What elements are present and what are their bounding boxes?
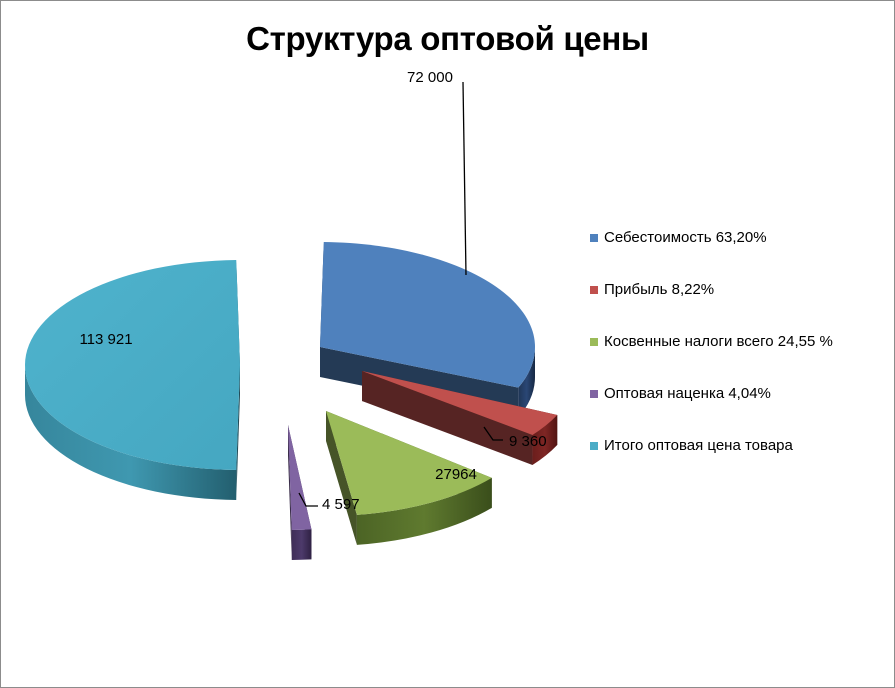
legend-swatch-0 [590,234,598,242]
pie-slice-2 [326,411,492,545]
pie-slice-1 [362,371,558,465]
data-label-2: 27964 [435,466,477,483]
legend-swatch-1 [590,286,598,294]
legend-label-0: Себестоимость 63,20% [604,229,767,246]
data-label-1: 9 360 [509,433,547,450]
legend-swatch-3 [590,390,598,398]
legend-swatch-2 [590,338,598,346]
data-label-3: 4 597 [322,496,360,513]
data-label-0: 72 000 [407,69,453,86]
legend-item-0: Себестоимость 63,20% [590,228,874,248]
pie-slice-3 [288,425,312,560]
legend-item-1: Прибыль 8,22% [590,280,874,300]
legend-item-4: Итого оптовая цена товара [590,436,874,456]
data-label-4: 113 921 [79,331,132,348]
chart-title: Структура оптовой цены [246,20,649,57]
legend-label-2: Косвенные налоги всего 24,55 % [604,333,833,350]
leader-line-0 [462,81,467,276]
leader-line-1 [483,426,503,441]
pie-slice-4 [24,260,240,500]
leader-line-3 [298,492,318,507]
legend-item-3: Оптовая наценка 4,04% [590,384,874,404]
legend-label-3: Оптовая наценка 4,04% [604,385,771,402]
legend-label-4: Итого оптовая цена товара [604,437,793,454]
legend-swatch-4 [590,442,598,450]
legend-item-2: Косвенные налоги всего 24,55 % [590,332,874,352]
legend-label-1: Прибыль 8,22% [604,281,715,298]
